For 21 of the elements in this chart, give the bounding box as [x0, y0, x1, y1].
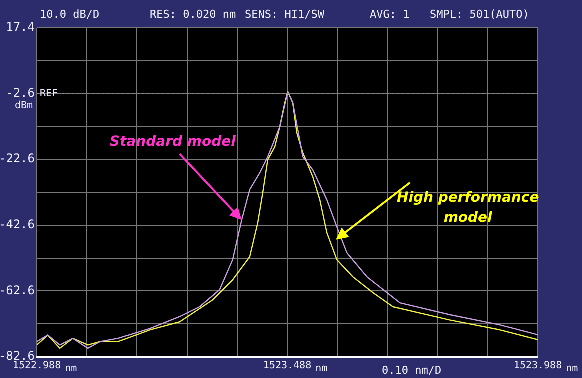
text: 10.0 dB/D: [40, 8, 100, 21]
y-tick-label: -2.6: [6, 86, 35, 100]
text: AVG: 1: [370, 8, 410, 21]
y-tick-label: -62.6: [0, 283, 35, 298]
x-tick-label: 1522.988: [12, 360, 62, 372]
x-tick-label: 1523.488: [263, 360, 312, 372]
text: SMPL: 501(AUTO): [430, 8, 530, 21]
text: 0.10 nm/D: [382, 364, 442, 377]
annotation: Standard model: [108, 133, 237, 152]
annotation: High performance model: [396, 188, 540, 228]
y-tick-label: -22.6: [0, 152, 35, 166]
text: nm: [566, 364, 578, 375]
text: nm: [316, 364, 328, 375]
text: SENS: HI1/SW: [245, 8, 324, 21]
x-tick-label: 1523.988: [514, 360, 562, 372]
text: RES: 0.020 nm: [150, 8, 236, 21]
x-axis-title: nm: [65, 364, 78, 375]
y-axis-title: dBm: [14, 100, 33, 112]
ref-line-label: REF: [40, 88, 58, 100]
y-tick-label: 17.4: [6, 20, 35, 34]
y-tick-label: -42.6: [0, 218, 35, 232]
